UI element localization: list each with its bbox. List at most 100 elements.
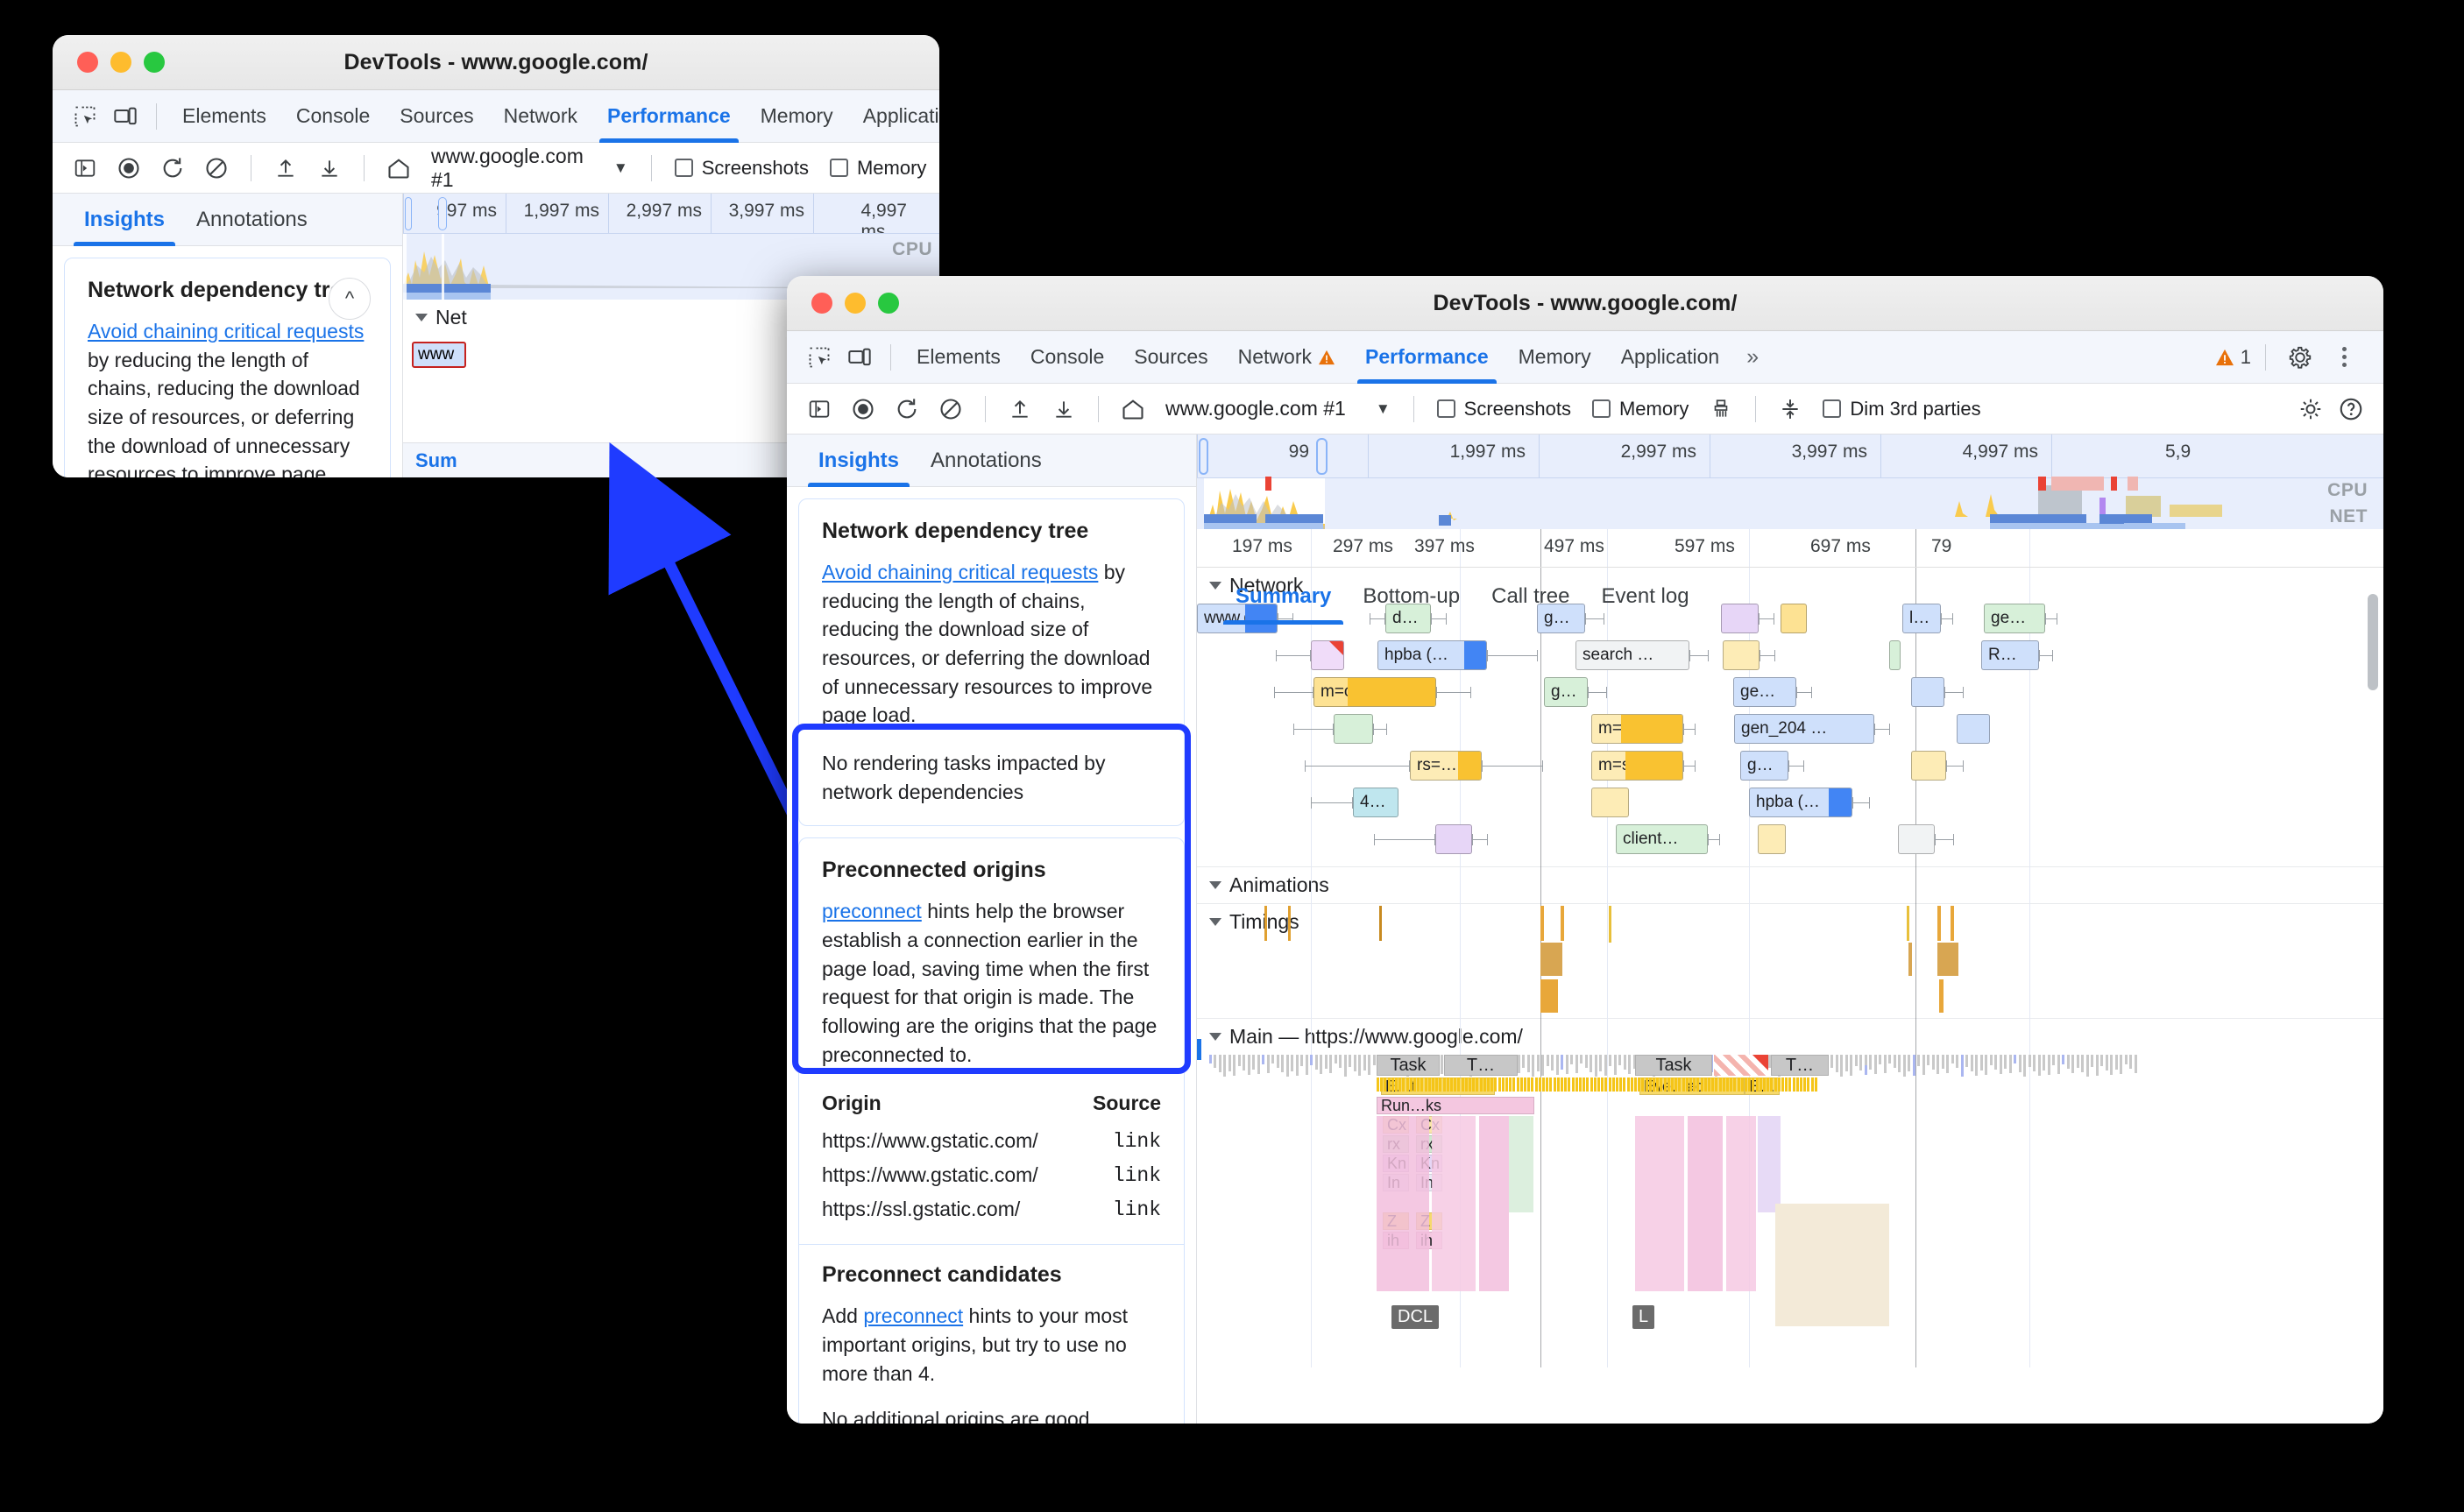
toggle-sidebar-icon[interactable] [799, 389, 839, 429]
network-request-block[interactable]: hpba (… [1749, 788, 1852, 817]
overview-handle-right[interactable] [438, 197, 447, 230]
vertical-scrollbar[interactable] [2368, 594, 2378, 690]
reload-record-icon[interactable] [887, 389, 927, 429]
tab-elements[interactable]: Elements [182, 104, 266, 127]
save-profile-icon[interactable] [309, 148, 350, 188]
overview-graph-front[interactable]: CPU NET [1197, 478, 2383, 529]
panel-tab-annotations[interactable]: Annotations [931, 448, 1042, 472]
bottom-tab-call-tree[interactable]: Call tree [1491, 583, 1570, 608]
network-request-block[interactable]: g… [1537, 604, 1585, 633]
flame-frame[interactable] [1479, 1116, 1509, 1291]
tab-elements[interactable]: Elements [917, 345, 1001, 368]
network-request-block[interactable]: client… [1616, 824, 1708, 854]
network-request-block[interactable]: gen_204 … [1734, 714, 1874, 744]
warning-count[interactable]: 1 [2215, 346, 2251, 369]
load-profile-icon[interactable] [1000, 389, 1040, 429]
inspect-element-icon[interactable] [65, 96, 105, 137]
network-request-block[interactable]: hpba (… [1377, 640, 1487, 670]
panel-tab-annotations[interactable]: Annotations [196, 207, 308, 231]
record-icon[interactable] [109, 148, 149, 188]
collapse-chevron-up-icon[interactable]: ^ [329, 278, 371, 320]
bottom-tab-summary[interactable]: Sum [415, 449, 457, 471]
bottom-tab-event-log[interactable]: Event log [1601, 583, 1689, 608]
network-request-block[interactable]: d… [1385, 604, 1431, 633]
clear-icon[interactable] [931, 389, 971, 429]
track-network-title-back[interactable]: Net [403, 300, 939, 336]
tab-memory[interactable]: Memory [760, 104, 833, 127]
flame-frame[interactable] [1726, 1116, 1756, 1291]
tab-application[interactable]: Application [1620, 345, 1720, 368]
network-dependency-tree-card-front[interactable]: Network dependency tree Avoid chaining c… [798, 498, 1185, 827]
overview-handle-left[interactable] [405, 197, 412, 230]
flame-task-block[interactable]: Task [1377, 1055, 1440, 1076]
trace-select[interactable]: www.google.com #1 ▼ [422, 145, 637, 192]
network-request-block[interactable]: www.g… [1197, 604, 1278, 633]
network-request-block[interactable]: 4… [1353, 788, 1398, 817]
memory-checkbox[interactable]: Memory [821, 157, 935, 180]
tab-performance[interactable]: Performance [1350, 331, 1504, 384]
track-title-timings[interactable]: Timings [1197, 904, 2383, 940]
network-request-block[interactable]: R… [1981, 640, 2039, 670]
bottom-tab-bottom-up[interactable]: Bottom-up [1363, 583, 1461, 608]
home-icon[interactable] [1113, 389, 1153, 429]
preconnect-link[interactable]: preconnect [822, 900, 922, 923]
network-request-block[interactable] [1758, 824, 1786, 854]
tab-sources[interactable]: Sources [400, 104, 474, 127]
tab-application[interactable]: Application [862, 104, 939, 127]
network-request-block[interactable]: g… [1740, 751, 1788, 781]
maximize-icon[interactable] [144, 52, 165, 73]
panel-tab-insights[interactable]: Insights [68, 194, 181, 246]
trace-select[interactable]: www.google.com #1 ▼ [1157, 397, 1399, 420]
network-request-block[interactable]: m=s… [1591, 714, 1683, 744]
track-title-main[interactable]: Main — https://www.google.com/ [1197, 1019, 2383, 1055]
toggle-sidebar-icon[interactable] [65, 148, 105, 188]
track-title-network[interactable]: Network [1197, 568, 2383, 604]
network-request-block[interactable] [1889, 640, 1901, 670]
garbage-collect-icon[interactable] [938, 148, 939, 188]
traffic-lights-front[interactable] [811, 293, 899, 314]
flame-frame[interactable] [1377, 1116, 1429, 1291]
dcl-marker[interactable]: DCL [1391, 1305, 1440, 1329]
inspect-element-icon[interactable] [799, 337, 839, 378]
flame-task-block[interactable]: T… [1444, 1055, 1518, 1076]
flame-frame[interactable] [1688, 1116, 1723, 1291]
network-request-block[interactable] [1721, 604, 1759, 633]
close-icon[interactable] [811, 293, 832, 314]
flame-frame[interactable] [1758, 1116, 1781, 1212]
home-icon[interactable] [379, 148, 419, 188]
memory-checkbox[interactable]: Memory [1583, 398, 1697, 420]
avoid-chaining-link[interactable]: Avoid chaining critical requests [822, 561, 1099, 583]
tracks-container-front[interactable]: Network www.g… d… g… l… ge… hpba (… search … R…… [1197, 568, 2383, 1367]
preconnect-link[interactable]: preconnect [863, 1304, 964, 1328]
save-profile-icon[interactable] [1044, 389, 1084, 429]
device-toolbar-icon[interactable] [839, 337, 880, 378]
load-profile-icon[interactable] [266, 148, 306, 188]
flame-task-block[interactable]: Task [1635, 1055, 1712, 1076]
network-request-block[interactable]: www [412, 342, 466, 368]
tab-network[interactable]: Network [503, 104, 577, 127]
minimize-icon[interactable] [845, 293, 866, 314]
network-request-block[interactable] [1435, 824, 1472, 854]
network-request-block[interactable] [1591, 788, 1629, 817]
track-ruler-front[interactable]: 197 ms 297 ms 397 ms 497 ms 597 ms 697 m… [1197, 529, 2383, 568]
network-request-block[interactable] [1911, 677, 1944, 707]
flame-task-block[interactable]: T… [1771, 1055, 1829, 1076]
flame-frame[interactable] [1635, 1116, 1684, 1291]
network-request-block[interactable]: ge… [1733, 677, 1796, 707]
network-request-block[interactable] [1898, 824, 1935, 854]
tab-memory[interactable]: Memory [1518, 345, 1591, 368]
network-request-block[interactable]: search … [1575, 640, 1689, 670]
collapse-expand-icon[interactable] [1770, 389, 1810, 429]
network-request-block[interactable]: rs=… [1410, 751, 1482, 781]
window-handle-right[interactable] [1316, 435, 1332, 529]
more-tabs-icon[interactable]: » [1746, 344, 1759, 369]
garbage-collect-icon[interactable] [1701, 389, 1741, 429]
flame-frame[interactable]: Eve…ad [1639, 1077, 1745, 1095]
network-dependency-tree-card[interactable]: ^ Network dependency tree Avoid chaining… [64, 258, 391, 477]
window-handle-left[interactable] [1197, 435, 1209, 529]
panel-tab-insights[interactable]: Insights [803, 435, 915, 487]
table-row[interactable]: https://ssl.gstatic.com/ link [822, 1192, 1161, 1226]
network-request-block[interactable] [1723, 640, 1759, 670]
flame-frame[interactable]: Run…ks [1377, 1097, 1534, 1114]
overview-ruler-back[interactable]: 997 ms 1,997 ms 2,997 ms 3,997 ms 4,997 … [403, 194, 939, 234]
